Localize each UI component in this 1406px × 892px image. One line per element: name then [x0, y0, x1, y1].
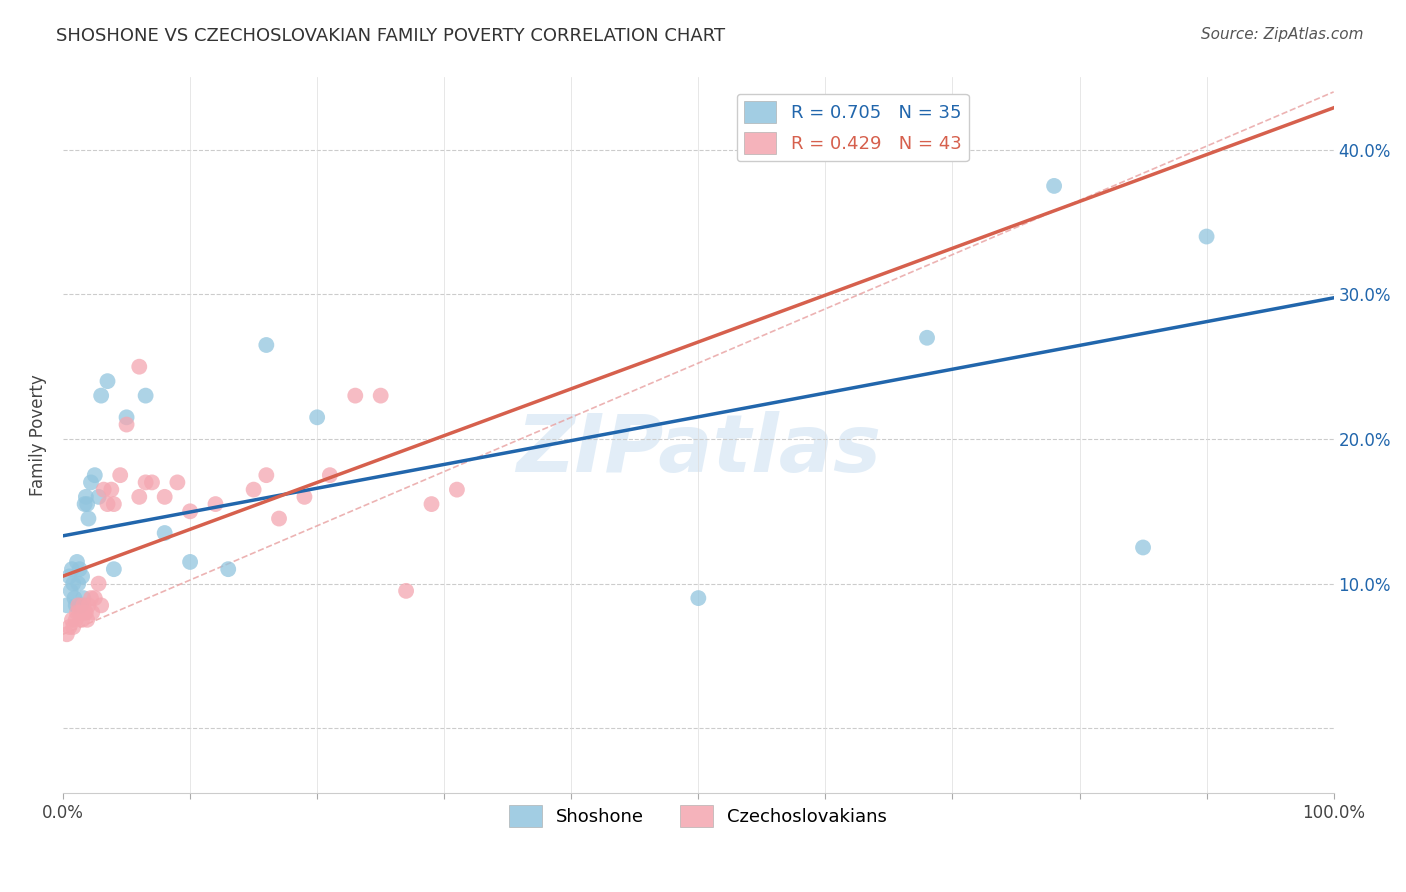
- Point: [87, 490, 110, 504]
- Point: [67, 576, 90, 591]
- Point: [73, 497, 96, 511]
- Point: [82, 606, 104, 620]
- Point: [72, 591, 94, 606]
- Point: [75, 606, 97, 620]
- Point: [108, 468, 131, 483]
- Point: [254, 338, 277, 352]
- Point: [58, 620, 80, 634]
- Point: [70, 569, 93, 583]
- Point: [77, 511, 100, 525]
- Point: [66, 555, 89, 569]
- Point: [66, 606, 89, 620]
- Point: [135, 475, 157, 490]
- Point: [80, 475, 103, 490]
- Point: [166, 475, 188, 490]
- Point: [83, 468, 105, 483]
- Point: [141, 475, 163, 490]
- Point: [59, 583, 82, 598]
- Point: [65, 599, 87, 613]
- Point: [93, 483, 115, 497]
- Point: [56, 627, 79, 641]
- Point: [1132, 541, 1154, 555]
- Point: [128, 490, 150, 504]
- Point: [688, 591, 710, 606]
- Legend: Shoshone, Czechoslovakians: Shoshone, Czechoslovakians: [502, 798, 894, 834]
- Point: [77, 599, 100, 613]
- Point: [67, 599, 90, 613]
- Point: [58, 569, 80, 583]
- Point: [73, 606, 96, 620]
- Y-axis label: Family Poverty: Family Poverty: [30, 375, 46, 496]
- Point: [60, 562, 83, 576]
- Point: [60, 613, 83, 627]
- Point: [179, 504, 201, 518]
- Point: [1195, 229, 1218, 244]
- Point: [56, 599, 79, 613]
- Point: [1043, 178, 1066, 193]
- Point: [70, 613, 93, 627]
- Point: [103, 497, 125, 511]
- Point: [76, 613, 98, 627]
- Point: [90, 389, 112, 403]
- Text: SHOSHONE VS CZECHOSLOVAKIAN FAMILY POVERTY CORRELATION CHART: SHOSHONE VS CZECHOSLOVAKIAN FAMILY POVER…: [56, 27, 725, 45]
- Point: [204, 497, 226, 511]
- Text: Source: ZipAtlas.com: Source: ZipAtlas.com: [1201, 27, 1364, 42]
- Point: [75, 490, 97, 504]
- Point: [103, 562, 125, 576]
- Point: [395, 583, 418, 598]
- Text: ZIPatlas: ZIPatlas: [516, 410, 880, 489]
- Point: [96, 497, 118, 511]
- Point: [65, 613, 87, 627]
- Point: [153, 526, 176, 541]
- Point: [319, 468, 342, 483]
- Point: [69, 606, 91, 620]
- Point: [135, 389, 157, 403]
- Point: [294, 490, 316, 504]
- Point: [115, 410, 138, 425]
- Point: [72, 599, 94, 613]
- Point: [344, 389, 367, 403]
- Point: [69, 562, 91, 576]
- Point: [87, 576, 110, 591]
- Point: [115, 417, 138, 432]
- Point: [242, 483, 264, 497]
- Point: [153, 490, 176, 504]
- Point: [254, 468, 277, 483]
- Point: [217, 562, 239, 576]
- Point: [69, 599, 91, 613]
- Point: [76, 497, 98, 511]
- Point: [83, 591, 105, 606]
- Point: [96, 374, 118, 388]
- Point: [128, 359, 150, 374]
- Point: [179, 555, 201, 569]
- Point: [446, 483, 468, 497]
- Point: [62, 576, 84, 591]
- Point: [100, 483, 122, 497]
- Point: [90, 599, 112, 613]
- Point: [63, 591, 86, 606]
- Point: [80, 591, 103, 606]
- Point: [307, 410, 329, 425]
- Point: [62, 620, 84, 634]
- Point: [267, 511, 290, 525]
- Point: [420, 497, 443, 511]
- Point: [915, 331, 938, 345]
- Point: [370, 389, 392, 403]
